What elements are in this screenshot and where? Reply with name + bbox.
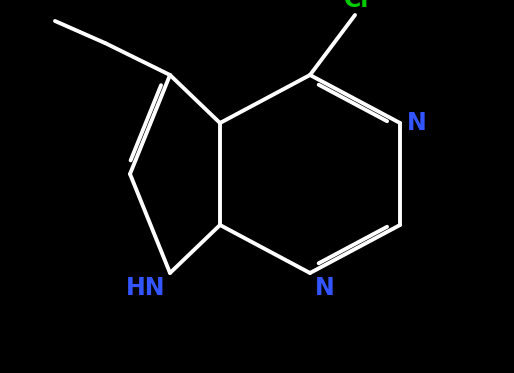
Text: Cl: Cl: [344, 0, 370, 12]
Text: HN: HN: [125, 276, 165, 300]
Text: N: N: [315, 276, 335, 300]
Text: N: N: [407, 111, 427, 135]
